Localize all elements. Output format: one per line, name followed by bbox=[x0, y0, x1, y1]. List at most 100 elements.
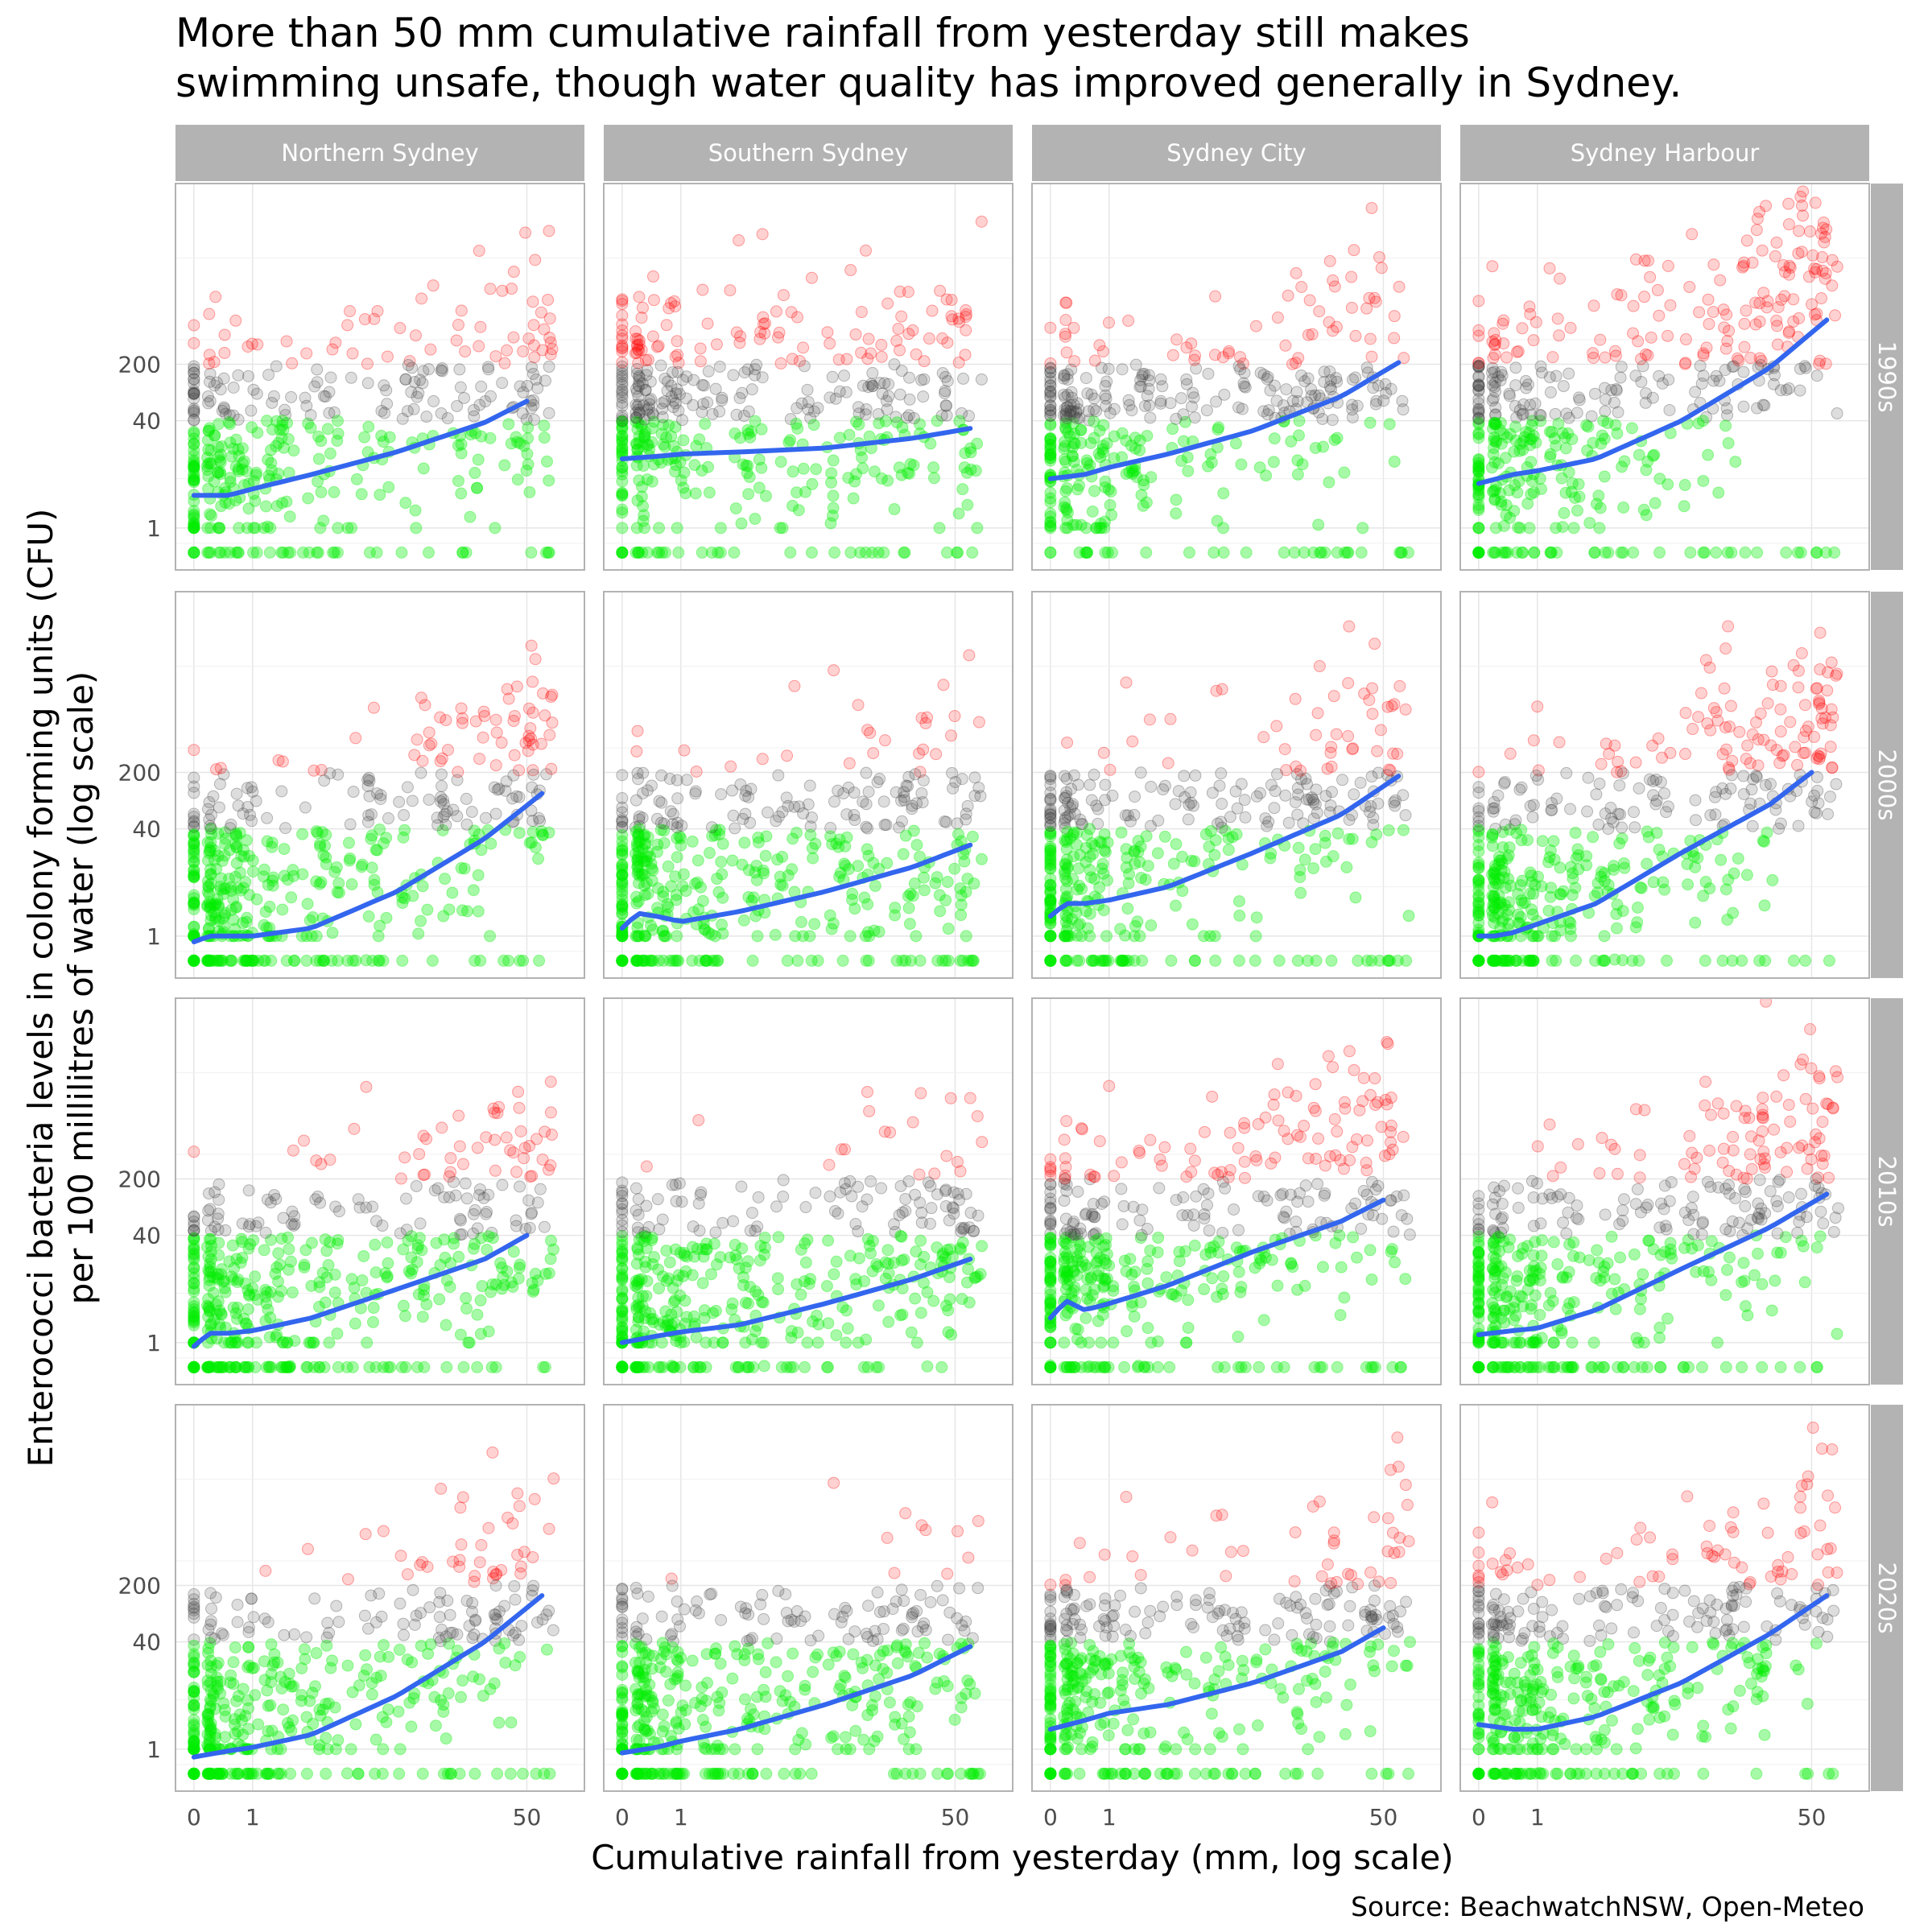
data-point bbox=[1061, 522, 1074, 535]
data-point bbox=[266, 840, 279, 853]
data-point bbox=[1070, 407, 1083, 419]
data-point bbox=[450, 334, 463, 347]
data-point bbox=[399, 1360, 412, 1373]
data-point bbox=[1502, 849, 1515, 862]
data-point bbox=[202, 1360, 215, 1373]
data-point bbox=[1261, 819, 1274, 832]
data-point bbox=[791, 954, 804, 967]
data-point bbox=[844, 264, 857, 277]
data-point bbox=[344, 818, 357, 831]
data-point bbox=[635, 490, 648, 503]
data-point bbox=[263, 546, 276, 559]
data-point bbox=[497, 954, 510, 967]
data-point bbox=[1703, 882, 1716, 895]
data-point bbox=[1580, 850, 1593, 863]
data-point bbox=[1132, 845, 1145, 858]
data-point bbox=[708, 954, 721, 967]
data-point bbox=[1327, 690, 1340, 703]
data-point bbox=[1301, 793, 1314, 806]
data-point bbox=[1154, 397, 1167, 410]
data-point bbox=[1598, 867, 1611, 880]
data-point bbox=[1553, 329, 1566, 342]
data-point bbox=[616, 815, 629, 828]
data-point bbox=[1503, 390, 1516, 402]
data-point bbox=[513, 1261, 526, 1274]
data-point bbox=[1528, 546, 1541, 559]
data-point bbox=[1495, 954, 1508, 967]
data-point bbox=[1543, 851, 1556, 864]
data-point bbox=[1282, 816, 1295, 829]
data-point bbox=[1067, 518, 1080, 531]
data-point bbox=[214, 1268, 227, 1281]
data-point bbox=[188, 1243, 200, 1256]
data-point bbox=[1059, 857, 1071, 870]
data-point bbox=[510, 680, 523, 693]
data-point bbox=[680, 774, 693, 786]
data-point bbox=[188, 865, 200, 877]
data-point bbox=[632, 1298, 645, 1311]
data-point bbox=[1061, 954, 1074, 967]
point-group bbox=[616, 649, 989, 967]
data-point bbox=[539, 709, 551, 722]
data-point bbox=[207, 1286, 220, 1299]
data-point bbox=[245, 781, 258, 794]
data-point bbox=[331, 886, 344, 898]
data-point bbox=[1268, 432, 1281, 445]
data-point bbox=[312, 1300, 325, 1313]
data-point bbox=[895, 365, 908, 378]
data-point bbox=[1731, 352, 1744, 365]
data-point bbox=[1325, 954, 1338, 967]
data-point bbox=[634, 836, 646, 848]
data-point bbox=[398, 824, 411, 836]
data-point bbox=[416, 1311, 429, 1323]
data-point bbox=[374, 789, 387, 802]
data-point bbox=[936, 954, 949, 967]
data-point bbox=[1534, 409, 1547, 422]
data-point bbox=[1488, 890, 1501, 902]
data-point bbox=[1044, 778, 1057, 791]
data-point bbox=[1222, 347, 1235, 360]
data-point bbox=[1044, 417, 1057, 430]
data-point bbox=[544, 1234, 557, 1247]
data-point bbox=[914, 1196, 927, 1209]
data-point bbox=[1723, 763, 1736, 776]
data-point bbox=[1651, 283, 1664, 296]
data-point bbox=[852, 418, 865, 431]
data-point bbox=[317, 954, 330, 967]
data-point bbox=[1472, 522, 1485, 535]
data-point bbox=[657, 924, 670, 937]
data-point bbox=[376, 1220, 389, 1232]
data-point bbox=[1081, 387, 1094, 400]
data-point bbox=[1487, 805, 1500, 818]
data-point bbox=[218, 328, 231, 341]
data-point bbox=[283, 1360, 296, 1373]
panel-border bbox=[603, 183, 1013, 571]
data-point bbox=[1059, 954, 1072, 967]
data-point bbox=[966, 546, 979, 559]
data-point bbox=[842, 781, 855, 794]
data-point bbox=[698, 1311, 711, 1324]
data-point bbox=[743, 471, 756, 484]
data-point bbox=[752, 836, 765, 848]
data-point bbox=[396, 891, 409, 904]
data-point bbox=[881, 403, 894, 416]
data-point bbox=[188, 546, 200, 559]
data-point bbox=[640, 1290, 653, 1302]
data-point bbox=[1692, 711, 1705, 724]
data-point bbox=[631, 1243, 644, 1256]
data-point bbox=[1493, 897, 1506, 910]
data-point bbox=[347, 786, 360, 799]
data-point bbox=[1768, 369, 1781, 382]
data-point bbox=[232, 413, 245, 426]
data-point bbox=[1063, 930, 1076, 943]
data-point bbox=[1044, 409, 1057, 422]
data-point bbox=[1660, 806, 1673, 819]
data-point bbox=[714, 1251, 727, 1264]
data-point bbox=[275, 1285, 288, 1298]
data-point bbox=[1060, 481, 1073, 494]
data-point bbox=[1267, 456, 1280, 469]
data-point bbox=[1249, 320, 1262, 332]
data-point bbox=[188, 954, 200, 967]
data-point bbox=[782, 869, 795, 881]
data-point bbox=[1472, 954, 1485, 967]
